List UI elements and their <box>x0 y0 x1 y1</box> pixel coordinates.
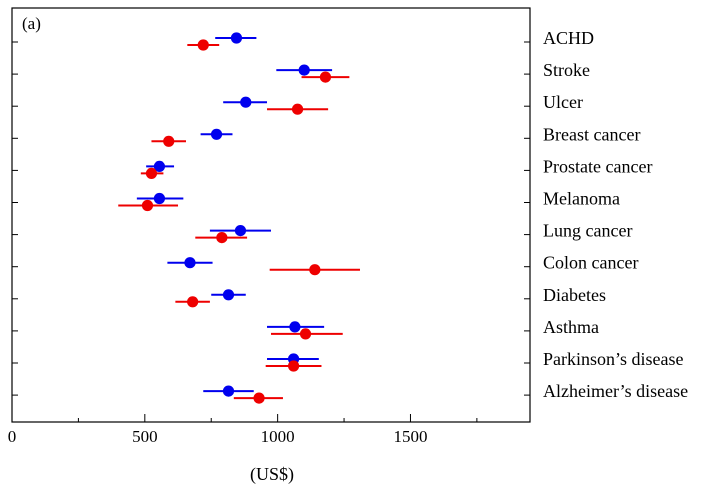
data-point <box>210 128 223 140</box>
data-point <box>289 321 301 333</box>
category-label: Alzheimer’s disease <box>543 381 688 401</box>
data-point <box>163 135 175 147</box>
x-tick-label: 1000 <box>261 427 295 446</box>
data-point <box>153 160 166 172</box>
x-tick-label: 1500 <box>393 427 427 446</box>
data-point <box>153 192 166 205</box>
data-point <box>253 392 265 404</box>
data-series <box>118 32 360 404</box>
category-label: Lung cancer <box>543 221 632 241</box>
category-label: Melanoma <box>543 189 620 209</box>
x-tick-marks <box>11 414 478 422</box>
data-point <box>184 257 196 269</box>
data-point <box>240 96 252 108</box>
category-label: Parkinson’s disease <box>543 349 683 369</box>
data-point <box>230 32 243 44</box>
data-point <box>299 328 312 340</box>
plot-frame <box>11 7 531 423</box>
category-label: ACHD <box>543 28 594 48</box>
x-tick-label: 500 <box>132 427 158 446</box>
data-point <box>298 64 310 76</box>
y-tick-marks <box>12 41 530 396</box>
data-point <box>309 264 321 276</box>
category-label: Prostate cancer <box>543 156 652 176</box>
category-label: Ulcer <box>543 92 583 112</box>
data-point <box>216 232 228 244</box>
x-tick-label: 0 <box>8 427 17 446</box>
data-point <box>319 71 332 83</box>
series-2 <box>118 39 360 404</box>
data-point <box>187 296 199 308</box>
category-labels: ACHD Stroke Ulcer Breast cancer Prostate can… <box>543 28 688 401</box>
category-label: Breast cancer <box>543 124 640 144</box>
panel-label: (a) <box>22 14 41 33</box>
category-label: Stroke <box>543 60 590 80</box>
data-point <box>287 360 300 372</box>
data-point <box>197 39 209 51</box>
x-tick-labels: 0 500 1000 1500 <box>8 427 428 446</box>
series-1 <box>136 32 333 397</box>
data-point <box>145 167 158 179</box>
x-axis-label: (US$) <box>250 464 294 485</box>
category-label: Asthma <box>543 317 599 337</box>
data-point <box>222 289 235 301</box>
category-label: Diabetes <box>543 285 606 305</box>
data-point <box>234 225 247 237</box>
category-label: Colon cancer <box>543 253 638 273</box>
data-point <box>141 199 154 212</box>
data-point <box>291 103 304 115</box>
data-point <box>222 385 235 397</box>
